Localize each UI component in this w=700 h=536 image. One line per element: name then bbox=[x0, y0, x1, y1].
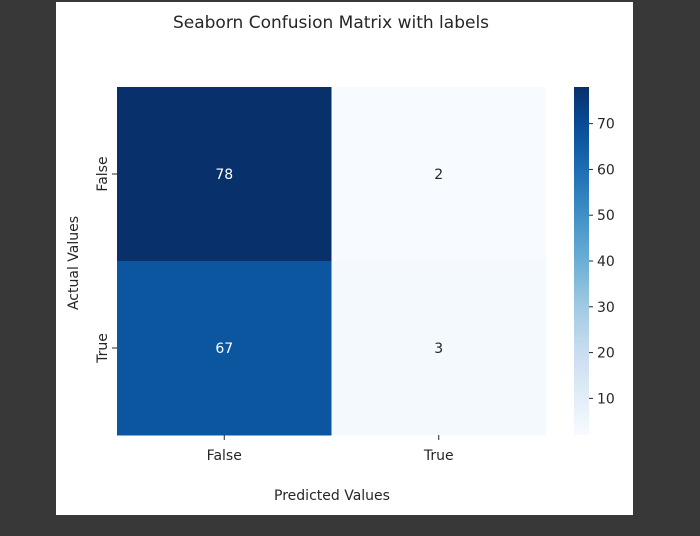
colorbar-tick-label: 70 bbox=[597, 117, 615, 133]
heatmap-cell bbox=[117, 87, 332, 262]
x-axis-ticks: False True bbox=[207, 435, 454, 464]
colorbar-tick-label: 10 bbox=[597, 391, 615, 407]
colorbar-ticks: 10 20 30 40 50 60 70 bbox=[589, 117, 615, 407]
heatmap-cell bbox=[331, 87, 547, 262]
colorbar-tick-label: 50 bbox=[597, 208, 615, 224]
colorbar-tick-label: 30 bbox=[597, 300, 615, 316]
y-axis-label: Actual Values bbox=[66, 216, 82, 310]
colorbar-tick-label: 40 bbox=[597, 254, 615, 270]
y-tick-label: True bbox=[95, 333, 111, 364]
confusion-matrix-chart: Seaborn Confusion Matrix with labels Pre… bbox=[66, 13, 615, 504]
heatmap-cell bbox=[331, 261, 547, 436]
chart-figure: Seaborn Confusion Matrix with labels Pre… bbox=[56, 2, 633, 515]
cell-annotations: 78 2 67 3 bbox=[215, 167, 443, 357]
heatmap-cell bbox=[117, 261, 332, 436]
cell-annotation: 2 bbox=[434, 167, 443, 183]
colorbar-tick-label: 60 bbox=[597, 162, 615, 178]
y-tick-label: False bbox=[95, 156, 111, 191]
x-axis-label: Predicted Values bbox=[274, 488, 390, 504]
x-tick-label: True bbox=[423, 448, 454, 464]
cell-annotation: 67 bbox=[215, 341, 233, 357]
colorbar-tick-label: 20 bbox=[597, 346, 615, 362]
colorbar bbox=[574, 87, 589, 435]
heatmap-cells bbox=[117, 87, 547, 436]
cell-annotation: 3 bbox=[434, 341, 443, 357]
chart-title: Seaborn Confusion Matrix with labels bbox=[173, 13, 489, 33]
x-tick-label: False bbox=[207, 448, 242, 464]
cell-annotation: 78 bbox=[215, 167, 233, 183]
y-axis-ticks: False True bbox=[95, 156, 117, 364]
